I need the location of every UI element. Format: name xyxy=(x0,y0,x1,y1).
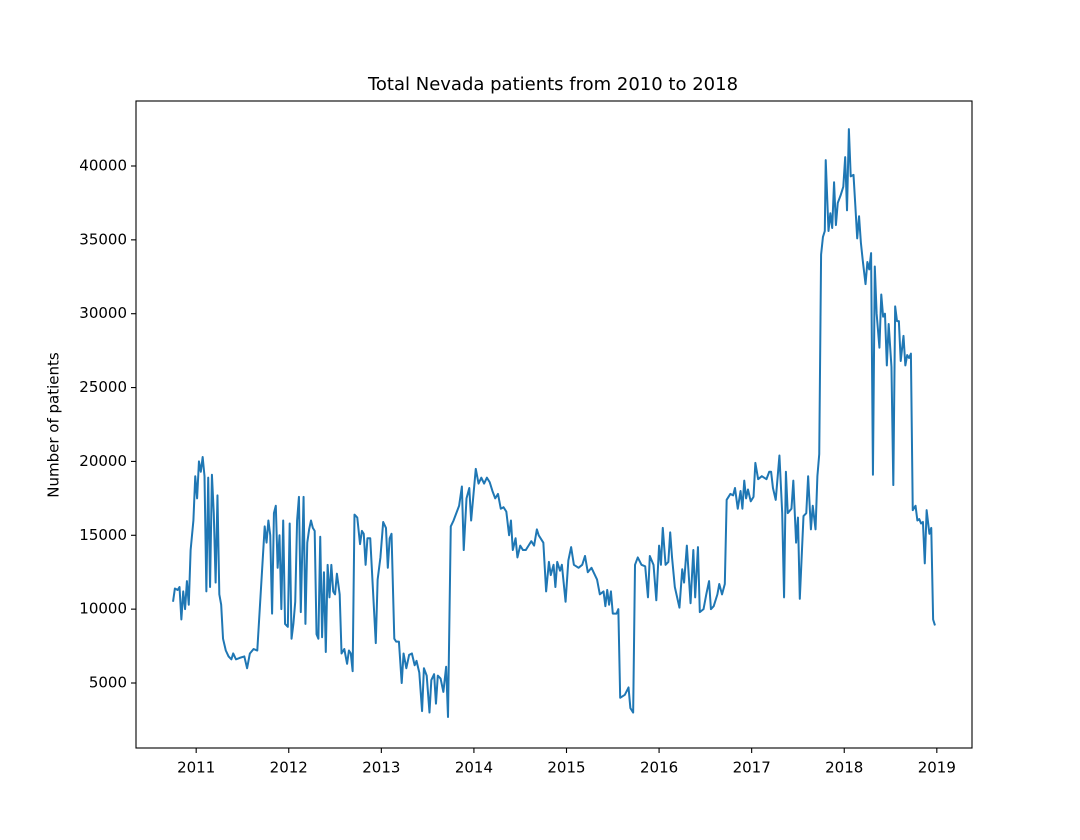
x-tick-label: 2011 xyxy=(177,759,215,777)
x-tick-label: 2018 xyxy=(825,759,863,777)
plot-frame xyxy=(135,100,973,749)
y-tick-label: 15000 xyxy=(79,526,127,544)
x-tick-label: 2012 xyxy=(270,759,308,777)
x-tick-label: 2017 xyxy=(733,759,771,777)
x-tick-label: 2019 xyxy=(918,759,956,777)
x-tick-label: 2016 xyxy=(640,759,678,777)
y-tick-label: 20000 xyxy=(79,452,127,470)
y-tick-label: 30000 xyxy=(79,304,127,322)
chart-title: Total Nevada patients from 2010 to 2018 xyxy=(367,74,738,95)
y-axis-label: Number of patients xyxy=(45,352,63,498)
y-tick-label: 10000 xyxy=(79,600,127,618)
data-line xyxy=(172,128,936,718)
x-tick-label: 2014 xyxy=(455,759,493,777)
x-tick-label: 2015 xyxy=(547,759,585,777)
x-tick-label: 2013 xyxy=(362,759,400,777)
y-tick-label: 5000 xyxy=(89,674,127,692)
y-tick-label: 40000 xyxy=(79,156,127,174)
y-tick-label: 25000 xyxy=(79,378,127,396)
y-tick-label: 35000 xyxy=(79,230,127,248)
